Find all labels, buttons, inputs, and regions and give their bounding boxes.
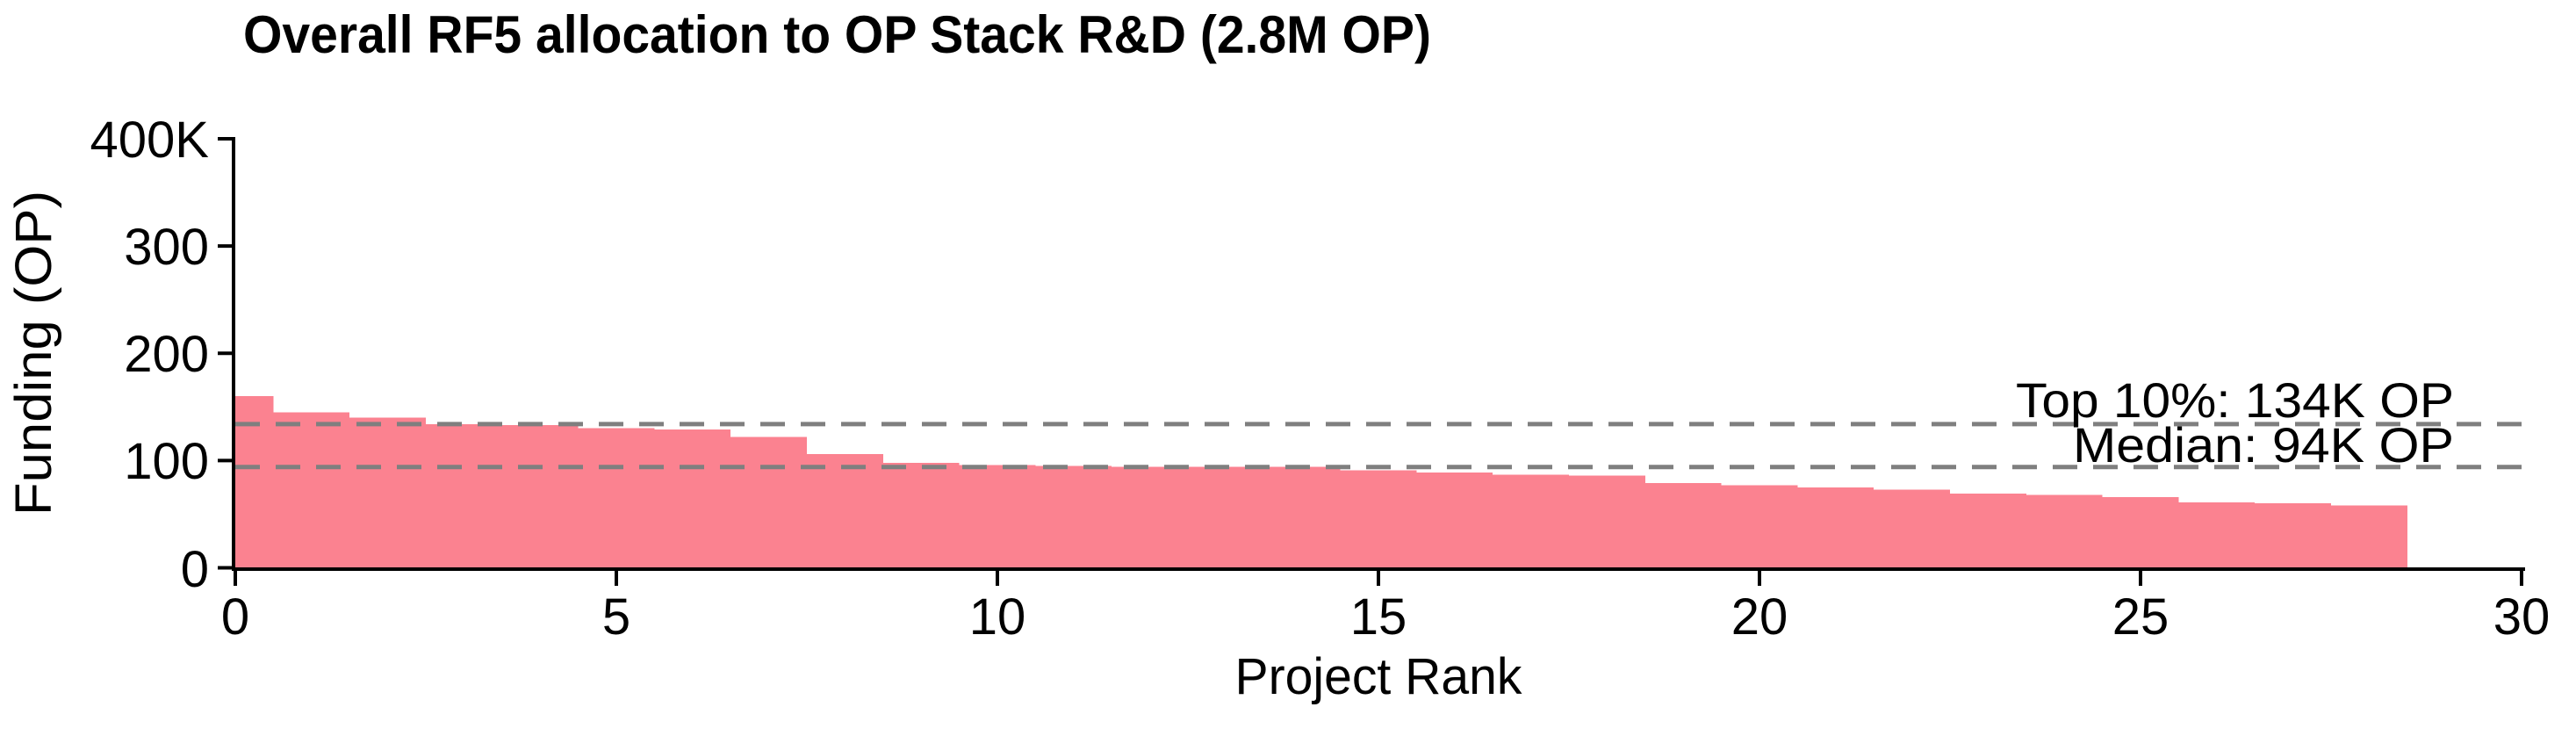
y-tick-label-300: 300 xyxy=(124,219,209,276)
axes-spines-and-ticks xyxy=(218,137,2525,586)
bar-rank-1 xyxy=(273,412,350,568)
chart-title: Overall RF5 allocation to OP Stack R&D (… xyxy=(243,5,1431,64)
x-axis-label: Project Rank xyxy=(1235,648,1523,705)
bar-rank-6 xyxy=(654,429,731,568)
bar-rank-28 xyxy=(2331,505,2407,568)
bar-rank-26 xyxy=(2178,502,2256,568)
bar-rank-20 xyxy=(1721,485,1798,568)
x-tick-label-15: 15 xyxy=(1350,588,1407,646)
bar-rank-13 xyxy=(1188,466,1264,568)
x-tick-label-30: 30 xyxy=(2493,588,2551,646)
bar-rank-16 xyxy=(1416,472,1493,568)
x-tick-label-20: 20 xyxy=(1731,588,1788,646)
bar-rank-19 xyxy=(1644,483,1722,568)
bar-rank-11 xyxy=(1035,465,1112,568)
y-tick-label-200: 200 xyxy=(124,326,209,383)
y-tick-label-400K: 400K xyxy=(90,112,210,169)
top10-annotation: Top 10%: 134K OP xyxy=(2016,372,2454,428)
bar-rank-24 xyxy=(2026,494,2103,568)
funding-bars xyxy=(235,396,2407,568)
y-tick-label-100: 100 xyxy=(124,433,209,490)
bar-rank-15 xyxy=(1340,470,1417,568)
median-annotation: Median: 94K OP xyxy=(2073,417,2454,473)
bar-rank-27 xyxy=(2255,503,2331,568)
bar-rank-9 xyxy=(882,462,960,568)
bar-rank-8 xyxy=(807,454,883,568)
x-tick-label-10: 10 xyxy=(969,588,1026,646)
bar-rank-10 xyxy=(959,465,1036,568)
bar-rank-12 xyxy=(1112,466,1188,568)
bar-rank-2 xyxy=(349,417,426,568)
bar-rank-14 xyxy=(1263,466,1341,568)
bar-rank-7 xyxy=(730,437,807,568)
y-axis-label: Funding (OP) xyxy=(5,191,62,516)
bar-rank-25 xyxy=(2102,496,2179,568)
tick-labels: 0 100 200 300 400K 0 5 10 15 20 25 30 xyxy=(90,112,2551,646)
bar-rank-21 xyxy=(1797,487,1874,568)
reference-dashed-lines xyxy=(235,422,2522,470)
bar-rank-18 xyxy=(1569,475,1645,568)
x-tick-label-0: 0 xyxy=(221,588,249,646)
bar-rank-4 xyxy=(501,425,579,568)
bar-rank-17 xyxy=(1493,474,1569,568)
bar-rank-23 xyxy=(1950,494,2026,568)
bar-rank-5 xyxy=(578,428,655,568)
bar-rank-22 xyxy=(1874,489,1950,568)
x-tick-label-5: 5 xyxy=(602,588,630,646)
bar-rank-3 xyxy=(426,423,502,568)
x-tick-label-25: 25 xyxy=(2112,588,2169,646)
y-tick-label-0: 0 xyxy=(181,541,209,598)
